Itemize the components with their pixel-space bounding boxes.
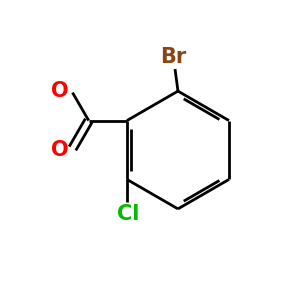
Text: Br: Br bbox=[160, 47, 187, 67]
Text: O: O bbox=[51, 81, 69, 101]
Text: Cl: Cl bbox=[117, 204, 140, 224]
Text: O: O bbox=[51, 140, 69, 160]
